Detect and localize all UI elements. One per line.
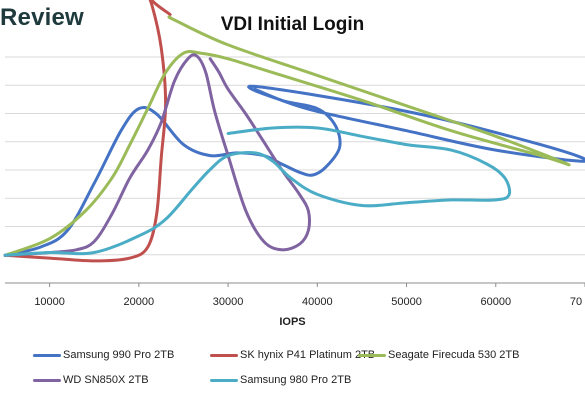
legend-swatch [33,378,61,382]
legend-label: SK hynix P41 Platinum 2TB [240,349,376,361]
x-tick-label: 50000 [391,296,422,308]
series-line-sk-hynix-p41-platinum-2tb [3,0,172,263]
legend-item: Samsung 980 Pro 2TB [210,374,351,386]
legend-swatch [358,353,386,357]
gridlines [5,56,585,284]
x-tick-label: 30000 [213,296,244,308]
series-line-seagate-firecuda-530-2tb [3,15,571,257]
legend-label: Samsung 990 Pro 2TB [63,349,175,361]
legend-item: Seagate Firecuda 530 2TB [358,349,519,361]
legend: Samsung 990 Pro 2TB SK hynix P41 Platinum… [0,345,585,401]
x-tick-label: 20000 [124,296,155,308]
legend-item: SK hynix P41 Platinum 2TB [210,349,375,361]
legend-label: Seagate Firecuda 530 2TB [388,349,520,361]
legend-label: Samsung 980 Pro 2TB [240,374,352,386]
legend-item: WD SN850X 2TB [33,374,149,386]
legend-swatch [210,378,238,382]
legend-swatch [210,353,238,357]
x-tick-label: 40000 [302,296,333,308]
legend-label: WD SN850X 2TB [63,374,149,386]
x-tick-label: 70 [570,296,582,308]
x-axis-label: IOPS [279,316,306,328]
x-tick-label: 10000 [34,296,65,308]
series-line-samsung-990-pro-2tb [3,84,585,257]
legend-item: Samsung 990 Pro 2TB [33,349,174,361]
x-axis [49,283,585,287]
x-tick-label: 60000 [480,296,511,308]
x-tick-labels: 10000 20000 30000 40000 50000 60000 70 [34,296,582,308]
series-lines [3,0,585,263]
brand-logo-text: Review [0,4,84,31]
legend-swatch [33,353,61,357]
series-line-samsung-980-pro-2tb [3,125,512,257]
chart-title: VDI Initial Login [220,14,365,35]
